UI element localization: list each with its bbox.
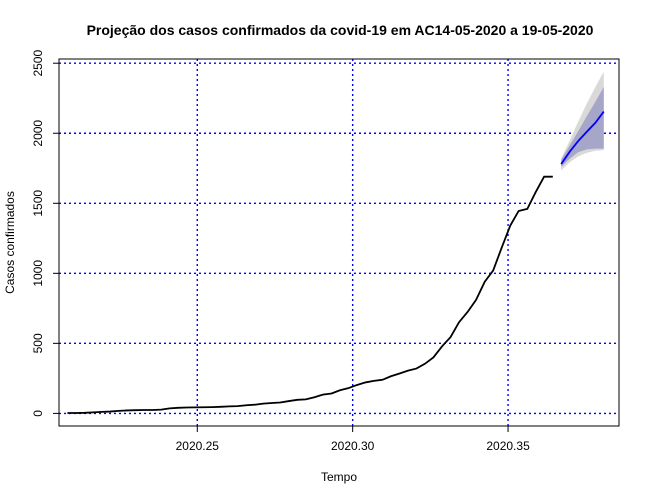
y-tick-label-1: 500 [31, 333, 45, 353]
grid [59, 59, 619, 426]
x-tick-label-1: 2020.30 [331, 439, 375, 453]
y-axis: 0 500 1000 1500 2000 2500 [31, 50, 59, 417]
forecast-series-line [560, 110, 605, 165]
y-tick-label-5: 2500 [31, 50, 45, 77]
forecast-band-80 [561, 87, 604, 167]
y-tick-label-2: 1000 [31, 260, 45, 287]
y-tick-label-4: 2000 [31, 120, 45, 147]
x-tick-label-2: 2020.35 [486, 439, 530, 453]
y-tick-label-3: 1500 [31, 190, 45, 217]
chart-title: Projeção dos casos confirmados da covid-… [87, 22, 594, 38]
x-tick-label-0: 2020.25 [176, 439, 220, 453]
plot-frame [58, 58, 620, 427]
band-80-area [561, 87, 604, 167]
y-axis-label: Casos confirmados [3, 191, 17, 294]
observed-series-line [67, 175, 553, 414]
x-axis-label: Tempo [321, 470, 357, 484]
x-axis: 2020.25 2020.30 2020.35 [176, 426, 530, 453]
y-tick-label-0: 0 [31, 410, 45, 417]
